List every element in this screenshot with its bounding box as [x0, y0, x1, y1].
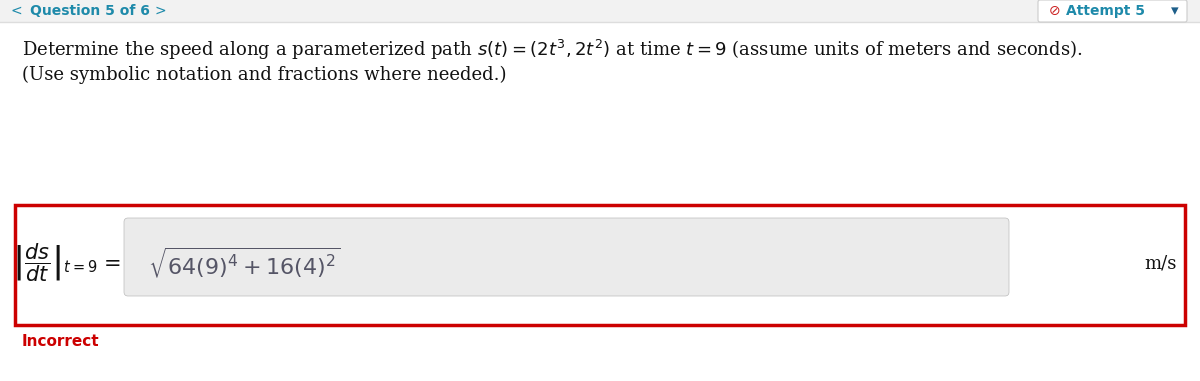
Text: Determine the speed along a parameterized path $s(t) = (2t^3, 2t^2)$ at time $t : Determine the speed along a parameterize…: [22, 38, 1082, 62]
Text: $\left|\dfrac{ds}{dt}\right|_{t=9}$: $\left|\dfrac{ds}{dt}\right|_{t=9}$: [12, 242, 97, 284]
Text: Incorrect: Incorrect: [22, 335, 100, 349]
FancyBboxPatch shape: [1038, 0, 1187, 22]
Bar: [0, 0, 1200, 22]
Text: $\sqrt{64(9)^4 + 16(4)^2}$: $\sqrt{64(9)^4 + 16(4)^2}$: [148, 246, 341, 280]
Text: Attempt 5: Attempt 5: [1066, 4, 1145, 18]
Bar: [14, 205, 1186, 325]
Text: $=$: $=$: [100, 253, 121, 272]
Text: m/s: m/s: [1144, 254, 1176, 272]
Text: (Use symbolic notation and fractions where needed.): (Use symbolic notation and fractions whe…: [22, 66, 506, 84]
Text: >: >: [155, 4, 167, 18]
FancyBboxPatch shape: [124, 218, 1009, 296]
Text: <: <: [10, 4, 22, 18]
Text: ▾: ▾: [1171, 3, 1178, 19]
Text: ⊘: ⊘: [1049, 4, 1061, 18]
Text: Question 5 of 6: Question 5 of 6: [30, 4, 150, 18]
